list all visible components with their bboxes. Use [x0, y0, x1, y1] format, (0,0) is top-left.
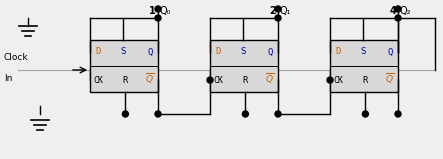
Text: D: D: [335, 47, 340, 56]
Text: $\overline{Q}$: $\overline{Q}$: [265, 72, 274, 86]
Bar: [90, 40, 158, 92]
Circle shape: [327, 77, 333, 83]
Circle shape: [395, 15, 401, 21]
Text: 1: 1: [149, 6, 156, 16]
Text: $\overline{Q}$: $\overline{Q}$: [145, 72, 154, 86]
Circle shape: [395, 6, 401, 12]
Text: Q: Q: [268, 47, 273, 56]
Text: CK: CK: [93, 76, 103, 85]
Text: Q: Q: [388, 47, 393, 56]
Text: 2: 2: [269, 6, 276, 16]
Bar: [210, 40, 278, 92]
Text: D: D: [215, 47, 220, 56]
Text: Q₂: Q₂: [400, 6, 412, 16]
Text: R: R: [123, 76, 128, 85]
Text: Clock: Clock: [4, 53, 29, 62]
Circle shape: [207, 77, 213, 83]
Text: Q: Q: [148, 47, 153, 56]
Circle shape: [275, 111, 281, 117]
Text: R: R: [363, 76, 368, 85]
Text: In: In: [4, 74, 12, 83]
Text: Q₀: Q₀: [160, 6, 171, 16]
Circle shape: [122, 111, 128, 117]
Circle shape: [395, 111, 401, 117]
Text: S: S: [240, 47, 245, 56]
Circle shape: [275, 6, 281, 12]
Circle shape: [155, 6, 161, 12]
Text: $\overline{Q}$: $\overline{Q}$: [385, 72, 394, 86]
Circle shape: [362, 111, 369, 117]
Bar: [330, 40, 398, 92]
Text: CK: CK: [333, 76, 343, 85]
Circle shape: [275, 15, 281, 21]
Text: R: R: [243, 76, 248, 85]
Text: Q₁: Q₁: [280, 6, 291, 16]
Text: S: S: [360, 47, 365, 56]
Text: S: S: [120, 47, 125, 56]
Text: CK: CK: [213, 76, 223, 85]
Text: D: D: [95, 47, 101, 56]
Circle shape: [155, 15, 161, 21]
Circle shape: [155, 111, 161, 117]
Text: 4: 4: [389, 6, 396, 16]
Circle shape: [242, 111, 249, 117]
